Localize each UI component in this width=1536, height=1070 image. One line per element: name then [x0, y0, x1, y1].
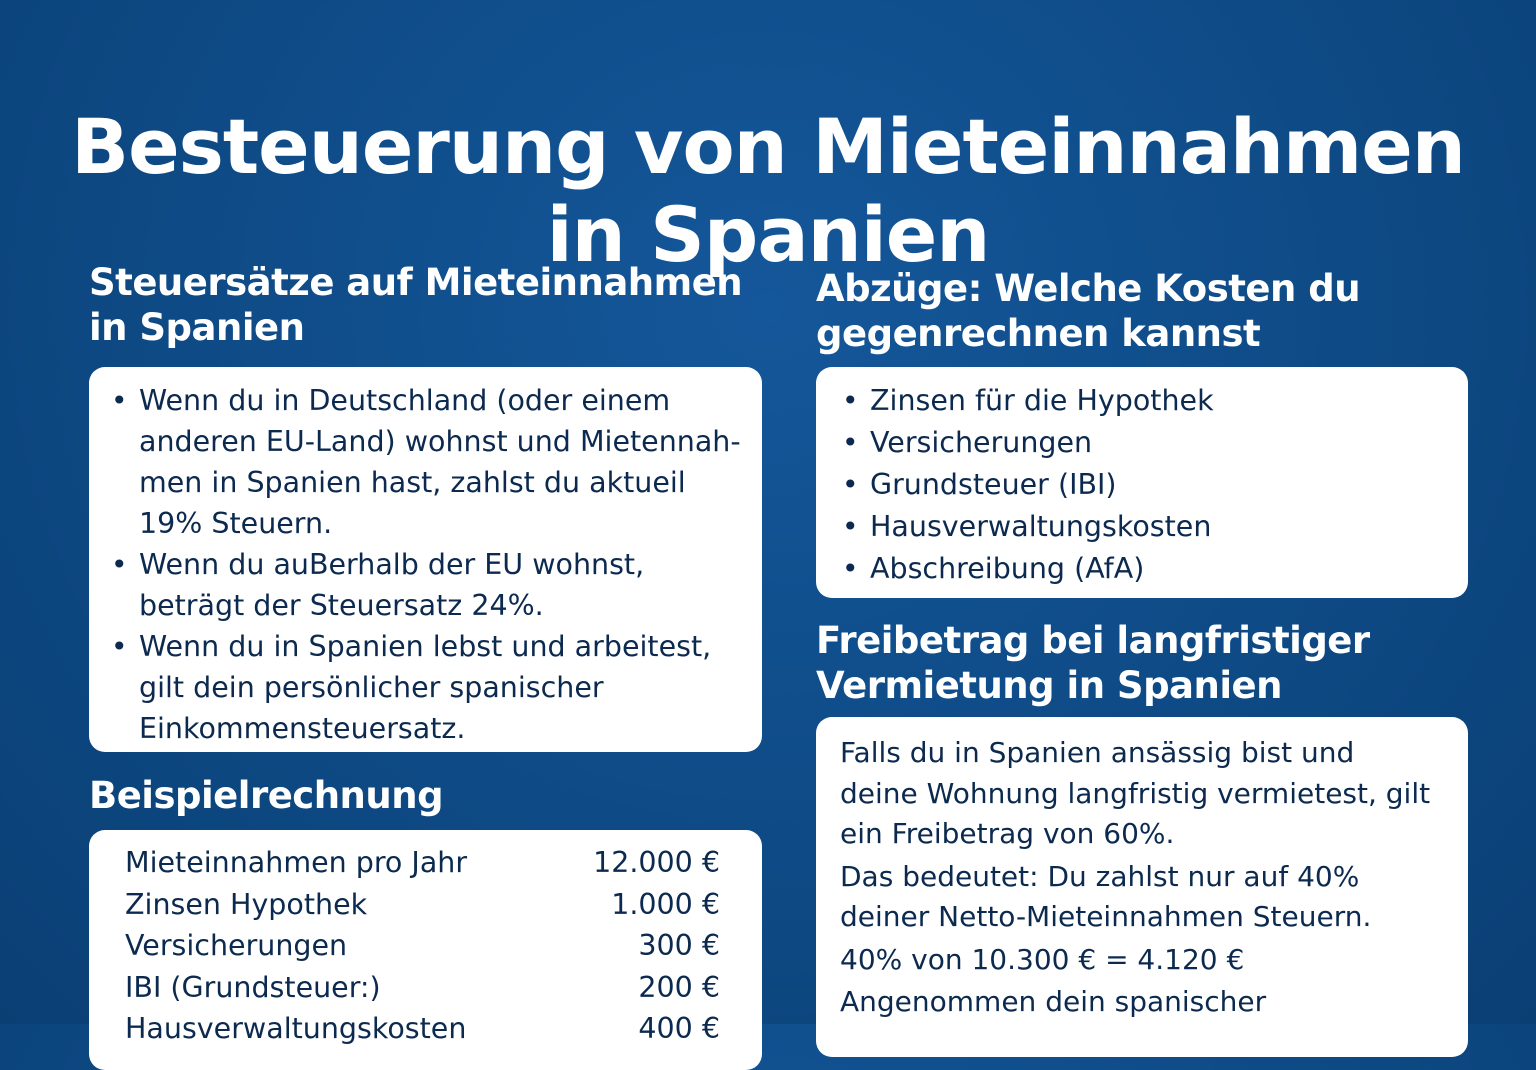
- tax-rate-line: men in Spanien hast, zahlst du aktueil: [139, 466, 686, 499]
- deduction-item: • Zinsen für die Hypothek: [826, 380, 1452, 422]
- deduction-item: • Abschreibung (AfA): [826, 548, 1452, 590]
- allowance-heading: Freibetrag bei langfristiger Vermietung …: [816, 618, 1370, 708]
- tax-rate-item: • Wenn du auBerhalb der EU wohnst, beträgt…: [95, 544, 742, 626]
- tax-rates-heading-line-2: in Spanien: [89, 306, 305, 349]
- example-heading: Beispielrechnung: [89, 774, 444, 817]
- example-row-label: Hausverwaltungskosten: [125, 1012, 467, 1045]
- example-card: Mieteinnahmen pro Jahr 12.000 € Zinsen Hyp…: [89, 830, 762, 1070]
- example-row-label: IBI (Grundsteuer:): [125, 970, 381, 1004]
- allowance-line: ein Freibetrag von 60%.: [840, 817, 1175, 850]
- tax-rates-card: • Wenn du in Deutschland (oder einem ander…: [89, 367, 762, 752]
- tax-rate-line: beträgt der Steuersatz 24%.: [139, 589, 544, 622]
- deductions-heading-line-2: gegenrechnen kannst: [816, 312, 1261, 355]
- page-title: Besteuerung von Mieteinnahmen in Spanien: [0, 101, 1536, 279]
- page-title-line-1: Besteuerung von Mieteinnahmen: [71, 101, 1466, 191]
- tax-rate-line: Wenn du auBerhalb der EU wohnst,: [139, 548, 645, 581]
- bullet-icon: •: [842, 468, 859, 501]
- example-row-value: 200 €: [638, 970, 720, 1004]
- bullet-icon: •: [842, 426, 859, 459]
- example-row-label: Zinsen Hypothek: [125, 887, 368, 921]
- tax-rates-heading-line-1: Steuersätze auf Mieteinnahmen: [89, 261, 743, 304]
- allowance-line: Das bedeutet: Du zahlst nur auf 40%: [840, 859, 1360, 893]
- deduction-item: • Versicherungen: [826, 422, 1452, 464]
- tax-rates-heading: Steuersätze auf Mieteinnahmen in Spanien: [89, 260, 743, 350]
- deduction-label: Hausverwaltungskosten: [870, 510, 1212, 543]
- deduction-label: Versicherungen: [870, 426, 1093, 459]
- allowance-line: Falls du in Spanien ansässig bist und: [840, 736, 1355, 769]
- allowance-paragraph: Angenommen dein spanischer: [840, 982, 1454, 1023]
- example-row: Zinsen Hypothek 1.000 €: [125, 884, 720, 926]
- bullet-icon: •: [842, 552, 859, 585]
- deduction-label: Grundsteuer (IBI): [870, 468, 1117, 501]
- tax-rate-line: 19% Steuern.: [139, 507, 333, 540]
- example-row-value: 12.000 €: [593, 846, 720, 879]
- deductions-list: • Zinsen für die Hypothek • Versicherungen •…: [826, 380, 1452, 590]
- deductions-card: • Zinsen für die Hypothek • Versicherungen •…: [816, 367, 1468, 598]
- tax-rate-line: Wenn du in Deutschland (oder einem: [139, 384, 671, 417]
- bullet-icon: •: [842, 510, 859, 543]
- deduction-label: Abschreibung (AfA): [870, 552, 1145, 585]
- bullet-icon: •: [111, 548, 128, 581]
- example-row-value: 300 €: [638, 929, 720, 962]
- example-row: Hausverwaltungskosten 400 €: [125, 1008, 720, 1050]
- example-row-label: Versicherungen: [125, 929, 348, 962]
- allowance-line: 40% von 10.300 € = 4.120 €: [840, 942, 1245, 976]
- example-row: Mieteinnahmen pro Jahr 12.000 €: [125, 842, 720, 884]
- tax-rate-line: Einkommensteuersatz.: [139, 712, 466, 745]
- deduction-item: • Hausverwaltungskosten: [826, 506, 1452, 548]
- example-row: Versicherungen 300 €: [125, 925, 720, 967]
- example-row: IBI (Grundsteuer:) 200 €: [125, 967, 720, 1009]
- allowance-heading-line-1: Freibetrag bei langfristiger: [816, 619, 1370, 662]
- page-title-line-2: in Spanien: [546, 189, 991, 279]
- deductions-heading-line-1: Abzüge: Welche Kosten du: [816, 267, 1361, 310]
- example-table: Mieteinnahmen pro Jahr 12.000 € Zinsen Hyp…: [125, 842, 720, 1050]
- bullet-icon: •: [842, 384, 859, 417]
- allowance-paragraph: 40% von 10.300 € = 4.120 €: [840, 940, 1454, 981]
- allowance-line: deine Wohnung langfristig vermietest, gi…: [840, 776, 1431, 810]
- allowance-text: Falls du in Spanien ansässig bist und dei…: [840, 733, 1454, 1023]
- tax-rate-line: Wenn du in Spanien lebst und arbeitest,: [139, 630, 712, 663]
- tax-rates-list: • Wenn du in Deutschland (oder einem ander…: [95, 380, 742, 749]
- bullet-icon: •: [111, 630, 128, 663]
- deduction-label: Zinsen für die Hypothek: [870, 384, 1214, 417]
- tax-rate-line: anderen EU-Land) wohnst und Mietennah-: [139, 425, 741, 458]
- example-row-value: 1.000 €: [611, 887, 720, 921]
- tax-rate-item: • Wenn du in Spanien lebst und arbeitest,…: [95, 626, 742, 749]
- example-row-label: Mieteinnahmen pro Jahr: [125, 846, 468, 879]
- bullet-icon: •: [111, 384, 128, 417]
- allowance-line: deiner Netto-Mieteinnahmen Steuern.: [840, 900, 1372, 933]
- allowance-paragraph: Das bedeutet: Du zahlst nur auf 40% deine…: [840, 857, 1454, 938]
- example-row-value: 400 €: [638, 1012, 720, 1045]
- allowance-paragraph: Falls du in Spanien ansässig bist und dei…: [840, 733, 1454, 855]
- tax-rate-line: gilt dein persönlicher spanischer: [139, 671, 604, 704]
- allowance-heading-line-2: Vermietung in Spanien: [816, 664, 1282, 707]
- deductions-heading: Abzüge: Welche Kosten du gegenrechnen ka…: [816, 266, 1361, 356]
- allowance-line: Angenommen dein spanischer: [840, 985, 1267, 1018]
- allowance-card: Falls du in Spanien ansässig bist und dei…: [816, 717, 1468, 1057]
- deduction-item: • Grundsteuer (IBI): [826, 464, 1452, 506]
- tax-rate-item: • Wenn du in Deutschland (oder einem ander…: [95, 380, 742, 544]
